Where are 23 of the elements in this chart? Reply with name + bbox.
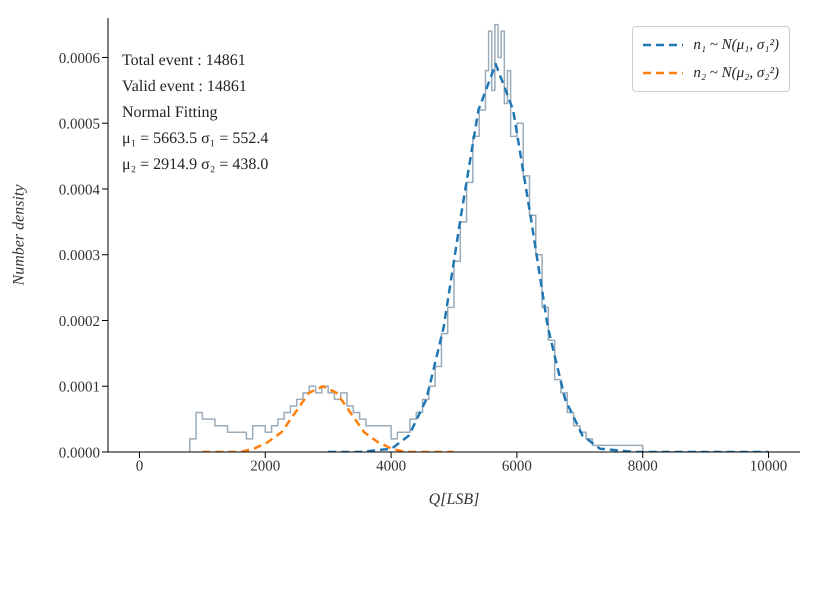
- annotation: Total event : 14861: [122, 51, 247, 71]
- x-tick-label: 0: [136, 458, 144, 475]
- x-axis-title: Q[LSB]: [428, 491, 480, 508]
- y-tick-label: 0.0001: [58, 380, 100, 396]
- annotation: μ₂ = 2914.9 σ₂ = 438.0: [122, 155, 268, 175]
- legend-label: n₁ ~ N(μ₁, σ₁²): [693, 36, 779, 55]
- y-tick-label: 0.0006: [58, 50, 100, 67]
- x-tick-label: 6000: [502, 458, 532, 475]
- legend-label: n₂ ~ N(μ₂, σ₂²): [693, 64, 779, 83]
- x-tick-label: 8000: [628, 458, 658, 475]
- y-tick-label: 0.0003: [58, 248, 100, 264]
- annotation: Normal Fitting: [122, 103, 219, 123]
- annotation: Valid event : 14861: [122, 77, 248, 97]
- y-axis-title: Number density: [10, 184, 28, 286]
- line-series: [201, 384, 456, 452]
- x-tick-label: 4000: [376, 458, 406, 475]
- y-tick-label: 0.0005: [58, 116, 100, 133]
- y-tick-label: 0.0000: [58, 445, 100, 462]
- y-tick-label: 0.0004: [58, 182, 100, 198]
- annotation: μ₁ = 5663.5 σ₁ = 552.4: [122, 129, 268, 149]
- x-tick-label: 10000: [750, 458, 788, 475]
- x-tick-label: 2000: [250, 458, 280, 475]
- y-tick-label: 0.0002: [58, 314, 100, 330]
